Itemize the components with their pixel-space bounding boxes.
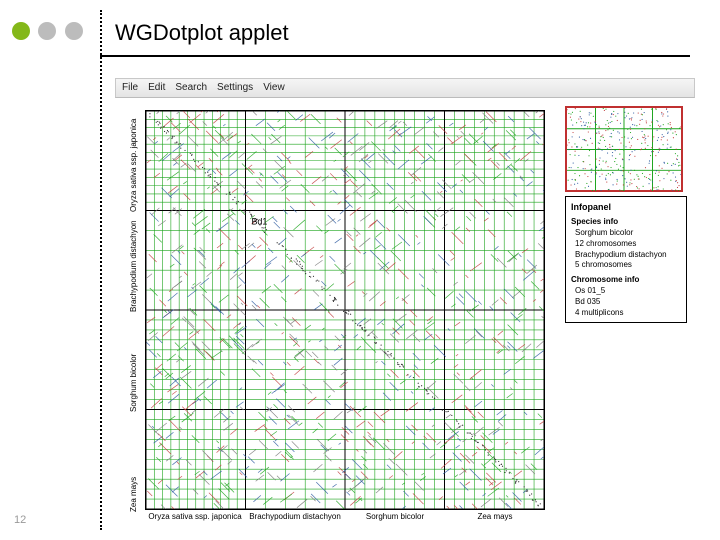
slide-number: 12 [14, 514, 26, 526]
species-line: 5 chromosomes [571, 260, 681, 271]
minimap-svg [567, 108, 681, 191]
chrom-line: Os 01_5 [571, 286, 681, 297]
applet-window: File Edit Search Settings View Oryza sativa … [115, 78, 695, 526]
y-axis-label: Oryza sativa ssp. japonica [129, 119, 138, 212]
side-panel: Infopanel Species info Sorghum bicolor 1… [557, 98, 695, 325]
svg-text:Bd1: Bd1 [251, 216, 267, 226]
chrom-heading: Chromosome info [571, 275, 681, 286]
species-line: Brachypodium distachyon [571, 250, 681, 261]
menu-search[interactable]: Search [175, 82, 207, 93]
species-lines: Sorghum bicolor 12 chromosomesBrachypodi… [571, 228, 681, 271]
species-heading: Species info [571, 217, 681, 228]
y-axis-label: Zea mays [129, 477, 138, 512]
infopanel: Infopanel Species info Sorghum bicolor 1… [565, 196, 687, 323]
y-axis-label: Brachypodium distachyon [129, 220, 138, 312]
bullet-dot [12, 22, 30, 40]
vertical-dotted-rule [100, 10, 102, 530]
minimap[interactable] [565, 106, 683, 192]
chrom-line: Bd 035 [571, 297, 681, 308]
x-axis-label: Brachypodium distachyon [249, 512, 341, 521]
slide-root: WGDotplot applet 12 File Edit Search Settin… [0, 0, 720, 540]
chrom-lines: Os 01_5Bd 0354 multiplicons [571, 286, 681, 318]
menubar: File Edit Search Settings View [115, 78, 695, 98]
y-axis-labels: Oryza sativa ssp. japonica Brachypodium d… [115, 110, 139, 510]
title-underline [100, 55, 690, 57]
x-axis-label: Sorghum bicolor [366, 512, 424, 521]
y-axis-label: Sorghum bicolor [129, 354, 138, 412]
species-line: 12 chromosomes [571, 239, 681, 250]
species-line: Sorghum bicolor [571, 228, 681, 239]
slide-bullets [12, 22, 92, 45]
menu-edit[interactable]: Edit [148, 82, 165, 93]
dotplot-svg: Bd1 [146, 111, 544, 509]
x-axis-labels: Oryza sativa ssp. japonica Brachypodium d… [145, 512, 545, 526]
x-axis-label: Zea mays [477, 512, 512, 521]
applet-body: Oryza sativa ssp. japonica Brachypodium d… [115, 98, 695, 526]
menu-file[interactable]: File [122, 82, 138, 93]
dotplot[interactable]: Bd1 [145, 110, 545, 510]
bullet-dot [38, 22, 56, 40]
chrom-line: 4 multiplicons [571, 308, 681, 319]
infopanel-title: Infopanel [571, 201, 681, 213]
slide-title: WGDotplot applet [115, 20, 289, 46]
menu-view[interactable]: View [263, 82, 285, 93]
bullet-dot [65, 22, 83, 40]
x-axis-label: Oryza sativa ssp. japonica [148, 512, 241, 521]
menu-settings[interactable]: Settings [217, 82, 253, 93]
